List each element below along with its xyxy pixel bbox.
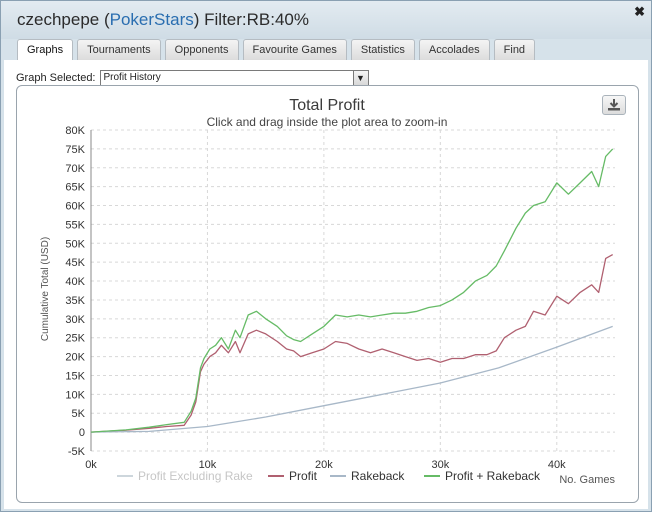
site-open-paren: ( [103,10,110,29]
x-tick-label: 30k [431,459,449,471]
chevron-down-icon[interactable]: ▼ [352,71,368,85]
series-profit-plus-rakeback[interactable] [90,148,614,433]
y-tick-label: 70K [65,163,85,175]
tab-graphs[interactable]: Graphs [17,39,74,61]
profit-chart[interactable]: Total Profit Click and drag inside the p… [17,86,638,502]
y-tick-label: 80K [65,125,85,137]
y-tick-label: 20K [65,352,85,364]
download-icon [608,99,620,111]
x-tick-label: 0k [85,459,97,471]
y-tick-label: 45K [65,257,85,269]
y-tick-label: 0 [79,427,85,439]
tab-find[interactable]: Find [493,39,536,60]
y-axis-label: Cumulative Total (USD) [40,237,51,341]
graph-select-row: Graph Selected: Profit History ▼ [16,70,369,86]
legend-profit-plus-rakeback[interactable]: Profit + Rakeback [424,469,541,483]
legend-label: Profit Excluding Rake [138,469,253,483]
y-tick-label: 65K [65,182,85,194]
title-bar: czechpepe (PokerStars) Filter:RB:40% ✖ [1,1,651,39]
y-tick-label: 55K [65,219,85,231]
filter-label: Filter:RB:40% [204,10,310,29]
graph-select-label: Graph Selected: [16,72,96,84]
close-icon[interactable]: ✖ [634,4,645,19]
y-tick-label: 10K [65,389,85,401]
x-tick-label: 40k [548,459,566,471]
tab-opponents[interactable]: Opponents [164,39,239,60]
graph-select-value: Profit History [103,72,161,83]
tab-tournaments[interactable]: Tournaments [77,39,161,60]
series [90,148,614,433]
window-title: czechpepe (PokerStars) Filter:RB:40% [17,10,309,30]
player-name: czechpepe [17,10,100,29]
legend-label: Rakeback [351,469,405,483]
legend-label: Profit [289,469,318,483]
y-tick-label: 35K [65,295,85,307]
chart-subtitle: Click and drag inside the plot area to z… [207,115,448,129]
y-tick-label: -5K [68,446,86,458]
tab-statistics[interactable]: Statistics [350,39,415,60]
tab-favourite-games[interactable]: Favourite Games [242,39,347,60]
legend-label: Profit + Rakeback [445,469,541,483]
x-tick-label: 10k [199,459,217,471]
x-tick-label: 20k [315,459,333,471]
grid [90,129,615,452]
y-tick-label: 40K [65,276,85,288]
y-tick-label: 15K [65,370,85,382]
y-tick-label: 25K [65,333,85,345]
y-tick-label: 30K [65,314,85,326]
graphs-panel: Graph Selected: Profit History ▼ Total P… [4,60,648,509]
y-tick-label: 75K [65,144,85,156]
chart-title: Total Profit [289,97,365,114]
graph-select-dropdown[interactable]: Profit History ▼ [99,70,369,86]
y-tick-label: 5K [72,408,86,420]
x-axis-label: No. Games [559,474,615,486]
site-name: PokerStars [109,10,194,29]
chart-container: Total Profit Click and drag inside the p… [16,85,639,503]
series-rakeback[interactable] [90,325,613,433]
y-tick-label: 60K [65,201,85,213]
tab-bar: Graphs Tournaments Opponents Favourite G… [17,39,536,61]
legend-rakeback[interactable]: Rakeback [330,469,405,483]
axes: -5K 0 5K 10K 15K 20K 25K 30K 35K 40K 45K 50K 55K 60K 6… [65,125,566,471]
legend-profit[interactable]: Profit [268,469,318,483]
export-button[interactable] [602,95,626,115]
tab-accolades[interactable]: Accolades [418,39,490,60]
site-close-paren: ) [193,10,200,29]
legend-profit-excluding-rake[interactable]: Profit Excluding Rake [117,469,253,483]
y-tick-label: 50K [65,238,85,250]
series-profit[interactable] [90,254,614,433]
legend: Profit Excluding Rake Profit Rakeback Profi… [117,469,541,483]
